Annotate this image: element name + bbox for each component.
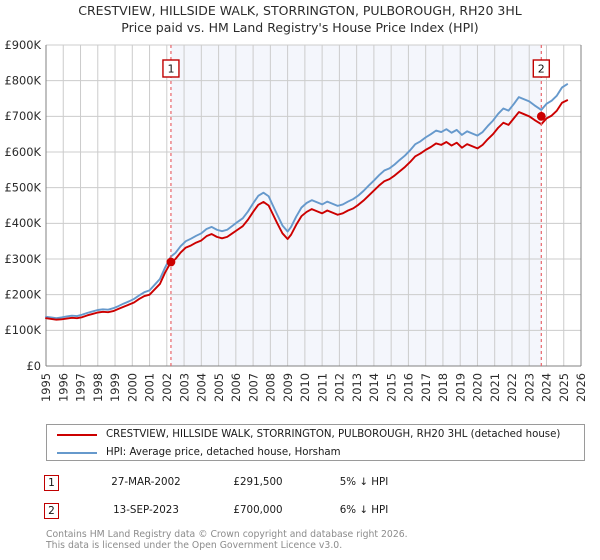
legend-label-hpi: HPI: Average price, detached house, Hors… [106,447,341,458]
chart-title-line-2: Price paid vs. HM Land Registry's House … [121,20,479,35]
x-axis-tick-label: 2020 [471,373,485,402]
annotation-point-2[interactable] [536,111,546,121]
transaction-hpi-delta-1: 5% ↓ HPI [339,476,389,488]
transaction-date-2: 13-SEP-2023 [113,504,179,516]
y-axis-tick-label: £900K [5,38,42,52]
x-axis-tick-label: 2005 [212,373,226,402]
transaction-hpi-delta-2: 6% ↓ HPI [339,504,389,516]
x-axis-tick-label: 1995 [39,373,53,402]
hpi-line [45,83,569,320]
x-axis-tick-label: 2013 [350,373,364,402]
y-axis-tick-label: £500K [5,180,42,194]
footer-line-2: This data is licensed under the Open Gov… [46,540,343,552]
annotation-box-1[interactable] [162,59,180,78]
y-axis-tick-label: £600K [5,145,42,159]
x-axis-tick-label: 1996 [56,373,70,402]
x-axis-tick-label: 1998 [91,373,105,402]
x-axis-tick-label: 2014 [367,373,381,402]
x-axis-tick-label: 1997 [74,373,88,402]
x-axis-tick-label: 2004 [195,373,209,402]
x-axis-tick-label: 2009 [281,373,295,402]
x-axis-tick-label: 2015 [384,373,398,402]
x-axis-tick-label: 2003 [177,373,191,402]
chart-title-line-1: CRESTVIEW, HILLSIDE WALK, STORRINGTON, P… [78,3,522,18]
transaction-marker-1: 1 [44,475,59,491]
x-axis-tick-label: 2023 [522,373,536,402]
x-axis-tick-label: 2010 [298,373,312,402]
x-axis-tick-label: 2026 [574,373,588,402]
chart-legend: CRESTVIEW, HILLSIDE WALK, STORRINGTON, P… [46,424,585,461]
transaction-price-2: £700,000 [233,504,283,516]
y-axis-tick-label: £100K [5,323,42,337]
x-axis-tick-label: 2016 [402,373,416,402]
x-axis-tick-label: 2025 [557,373,571,402]
footer-line-1: Contains HM Land Registry data © Crown c… [46,529,408,540]
legend-swatch-price-paid [57,433,97,436]
x-axis-tick-label: 2018 [436,373,450,402]
x-axis-tick-label: 2002 [160,373,174,402]
plot-area: £0 £100K £200K £300K £400K £500K £600K £700K £80… [5,38,589,402]
transaction-marker-2: 2 [44,503,59,519]
legend-item-hpi: HPI: Average price, detached house, Hors… [47,444,584,461]
transaction-price-1: £291,500 [233,476,283,488]
price-paid-line [45,99,569,321]
x-axis-tick-label: 1999 [108,373,122,402]
transaction-date-1: 27-MAR-2002 [111,476,181,488]
x-axis-tick-label: 2022 [505,373,519,402]
x-axis-tick-label: 2011 [315,373,329,402]
chart-title: CRESTVIEW, HILLSIDE WALK, STORRINGTON, P… [0,2,600,36]
legend-label-price-paid: CRESTVIEW, HILLSIDE WALK, STORRINGTON, P… [106,429,561,440]
y-axis-tick-label: £700K [5,109,42,123]
x-axis-tick-label: 2024 [540,373,554,402]
x-axis-tick-label: 2008 [264,373,278,402]
y-axis-tick-label: £800K [5,73,42,87]
annotation-point-1[interactable] [166,257,176,267]
annotation-label-2: 2 [538,63,545,76]
annotation-box-2[interactable] [532,59,551,78]
licence-footer: Contains HM Land Registry data © Crown c… [46,529,586,552]
annotation-label-1: 1 [167,63,174,76]
x-axis-tick-label: 2000 [125,373,139,402]
x-axis-tick-label: 2006 [229,373,243,402]
x-axis-tick-label: 2019 [453,373,467,402]
y-axis-tick-label: £200K [5,287,42,301]
x-axis-tick-label: 2007 [246,373,260,402]
x-axis-tick-label: 2012 [333,373,347,402]
legend-item-price-paid: CRESTVIEW, HILLSIDE WALK, STORRINGTON, P… [47,426,584,443]
y-axis-tick-label: £400K [5,216,42,230]
x-axis-tick-label: 2021 [488,373,502,402]
legend-swatch-hpi [57,451,97,454]
y-axis-tick-label: £0 [27,359,42,373]
y-axis-tick-label: £300K [5,252,42,266]
x-axis-tick-label: 2001 [143,373,157,402]
x-axis-tick-label: 2017 [419,373,433,402]
